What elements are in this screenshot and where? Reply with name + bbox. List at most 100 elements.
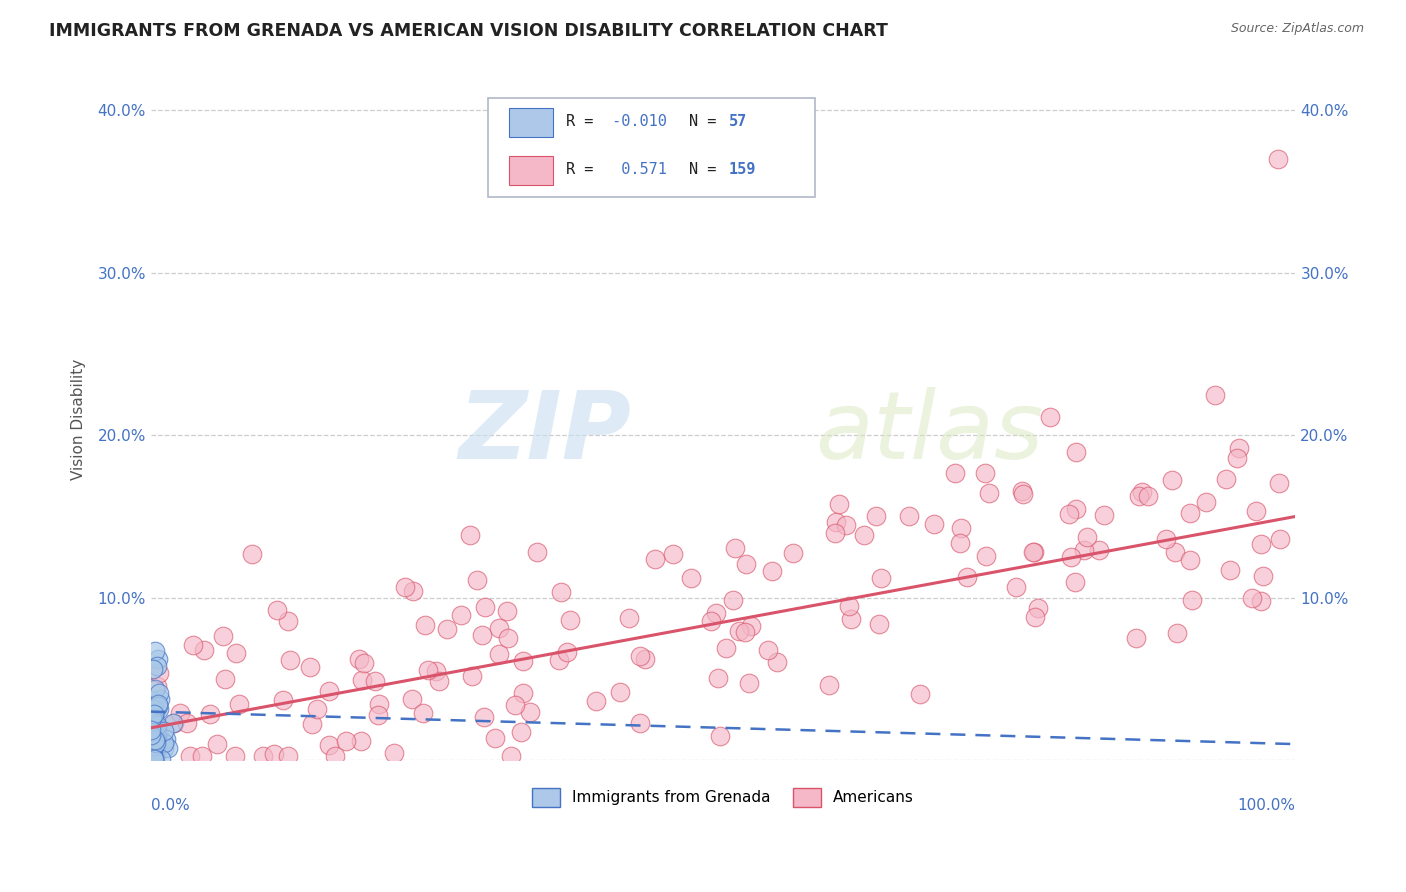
Point	[509, 725, 531, 739]
Point	[714, 641, 737, 656]
Point	[143, 751, 166, 765]
Point	[143, 741, 166, 756]
Point	[974, 467, 997, 481]
Point	[700, 614, 723, 628]
Bar	[509, 108, 553, 136]
Point	[450, 607, 472, 622]
Point	[143, 733, 166, 747]
Text: N =: N =	[689, 114, 716, 129]
Point	[150, 752, 173, 766]
Point	[169, 706, 191, 720]
Point	[212, 629, 235, 643]
Point	[146, 730, 169, 744]
Point	[548, 653, 571, 667]
Text: N =: N =	[689, 162, 716, 178]
Point	[146, 652, 169, 666]
Point	[142, 732, 165, 747]
Point	[488, 621, 510, 635]
Point	[898, 508, 921, 523]
Point	[141, 723, 163, 737]
Point	[628, 648, 651, 663]
Point	[148, 701, 170, 715]
Point	[503, 698, 526, 712]
Point	[662, 547, 685, 561]
Point	[681, 571, 703, 585]
Point	[413, 618, 436, 632]
Point	[1130, 485, 1153, 500]
Point	[143, 644, 166, 658]
Point	[1161, 473, 1184, 487]
Text: R =: R =	[567, 114, 593, 129]
Point	[474, 599, 496, 614]
Point	[828, 497, 851, 511]
Point	[142, 662, 165, 676]
Point	[273, 693, 295, 707]
Point	[495, 604, 517, 618]
Point	[176, 716, 198, 731]
Point	[142, 701, 165, 715]
Point	[1195, 495, 1218, 509]
Point	[484, 731, 506, 746]
Point	[735, 558, 758, 572]
Point	[139, 728, 162, 742]
Point	[318, 683, 340, 698]
Point	[181, 638, 204, 652]
Bar	[509, 156, 553, 185]
Point	[1125, 631, 1147, 645]
Point	[141, 741, 163, 756]
Point	[163, 716, 186, 731]
Text: 0.0%: 0.0%	[150, 798, 190, 813]
Point	[1268, 475, 1291, 490]
Point	[1181, 593, 1204, 607]
Point	[153, 723, 176, 738]
Point	[142, 751, 165, 765]
Point	[1178, 552, 1201, 566]
Text: 57: 57	[728, 114, 747, 129]
Point	[1057, 507, 1080, 521]
Point	[148, 729, 170, 743]
Point	[1073, 543, 1095, 558]
Point	[155, 731, 177, 746]
Point	[472, 709, 495, 723]
Point	[145, 732, 167, 747]
Point	[193, 643, 215, 657]
Text: ZIP: ZIP	[458, 386, 631, 479]
Point	[818, 677, 841, 691]
Point	[425, 664, 447, 678]
Point	[301, 716, 323, 731]
Point	[179, 748, 201, 763]
Point	[1022, 544, 1045, 558]
Point	[141, 733, 163, 747]
Point	[837, 599, 859, 614]
Point	[1128, 489, 1150, 503]
Point	[865, 509, 887, 524]
Point	[139, 724, 162, 739]
Point	[1022, 544, 1045, 558]
Point	[1251, 568, 1274, 582]
Point	[149, 692, 172, 706]
Point	[1064, 575, 1087, 590]
Point	[756, 642, 779, 657]
Point	[146, 679, 169, 693]
Point	[1244, 504, 1267, 518]
Point	[1060, 550, 1083, 565]
Point	[143, 705, 166, 719]
Point	[585, 693, 607, 707]
Point	[263, 747, 285, 761]
Text: atlas: atlas	[814, 387, 1043, 478]
Point	[1026, 601, 1049, 615]
Point	[1250, 594, 1272, 608]
Point	[761, 564, 783, 578]
Point	[634, 651, 657, 665]
Point	[461, 668, 484, 682]
Point	[1164, 545, 1187, 559]
Point	[555, 645, 578, 659]
Point	[1250, 536, 1272, 550]
Point	[142, 748, 165, 763]
Text: 159: 159	[728, 162, 756, 178]
Point	[143, 709, 166, 723]
Point	[1166, 626, 1188, 640]
Point	[1241, 591, 1264, 606]
Point	[224, 748, 246, 763]
Point	[191, 748, 214, 763]
